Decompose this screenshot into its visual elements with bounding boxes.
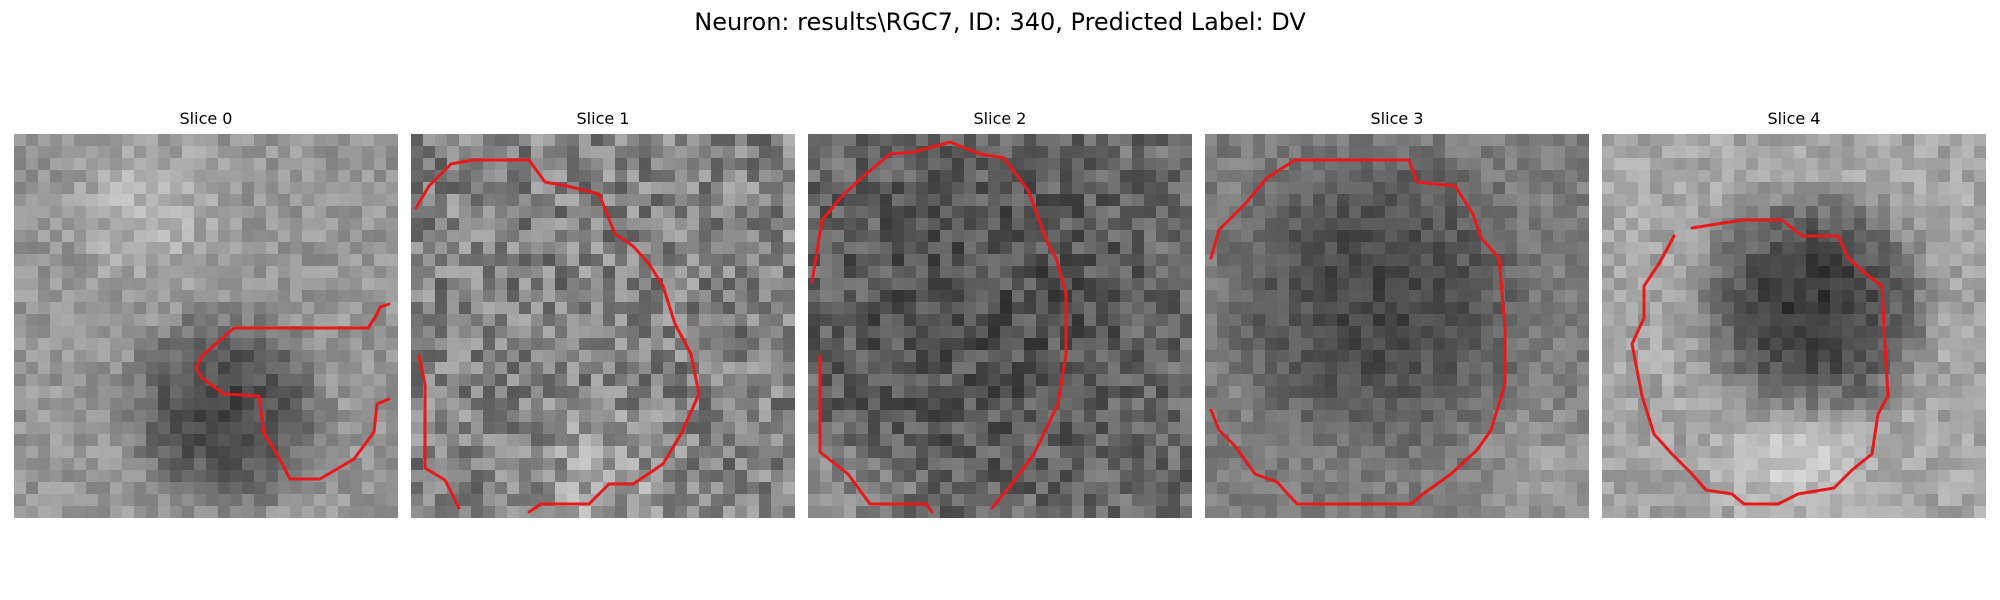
slice-4-contour [1630, 218, 1890, 506]
slice-3-title: Slice 3 [1370, 109, 1424, 128]
slice-2-title: Slice 2 [973, 109, 1027, 128]
slice-4-image [1602, 134, 1986, 518]
slice-3-image [1205, 134, 1589, 518]
slice-4-title: Slice 4 [1767, 109, 1821, 128]
slice-0-contour [194, 302, 391, 481]
slice-3-contour [1209, 158, 1507, 506]
slice-4-panel [1602, 134, 1986, 518]
slice-1-panel [411, 134, 795, 518]
slice-2-panel [808, 134, 1192, 518]
slice-0-panel [14, 134, 398, 518]
slice-2-contour [810, 140, 1068, 510]
figure-title: Neuron: results\RGC7, ID: 340, Predicted… [694, 8, 1306, 36]
slice-2-contour-lower [818, 354, 934, 514]
slice-3-panel [1205, 134, 1589, 518]
slice-0-title: Slice 0 [179, 109, 233, 128]
slice-0-image [14, 134, 398, 518]
slice-1-contour-lower [417, 354, 461, 510]
slice-1-image [411, 134, 795, 518]
slice-1-title: Slice 1 [576, 109, 630, 128]
slice-2-image [808, 134, 1192, 518]
slice-1-contour [414, 158, 701, 514]
